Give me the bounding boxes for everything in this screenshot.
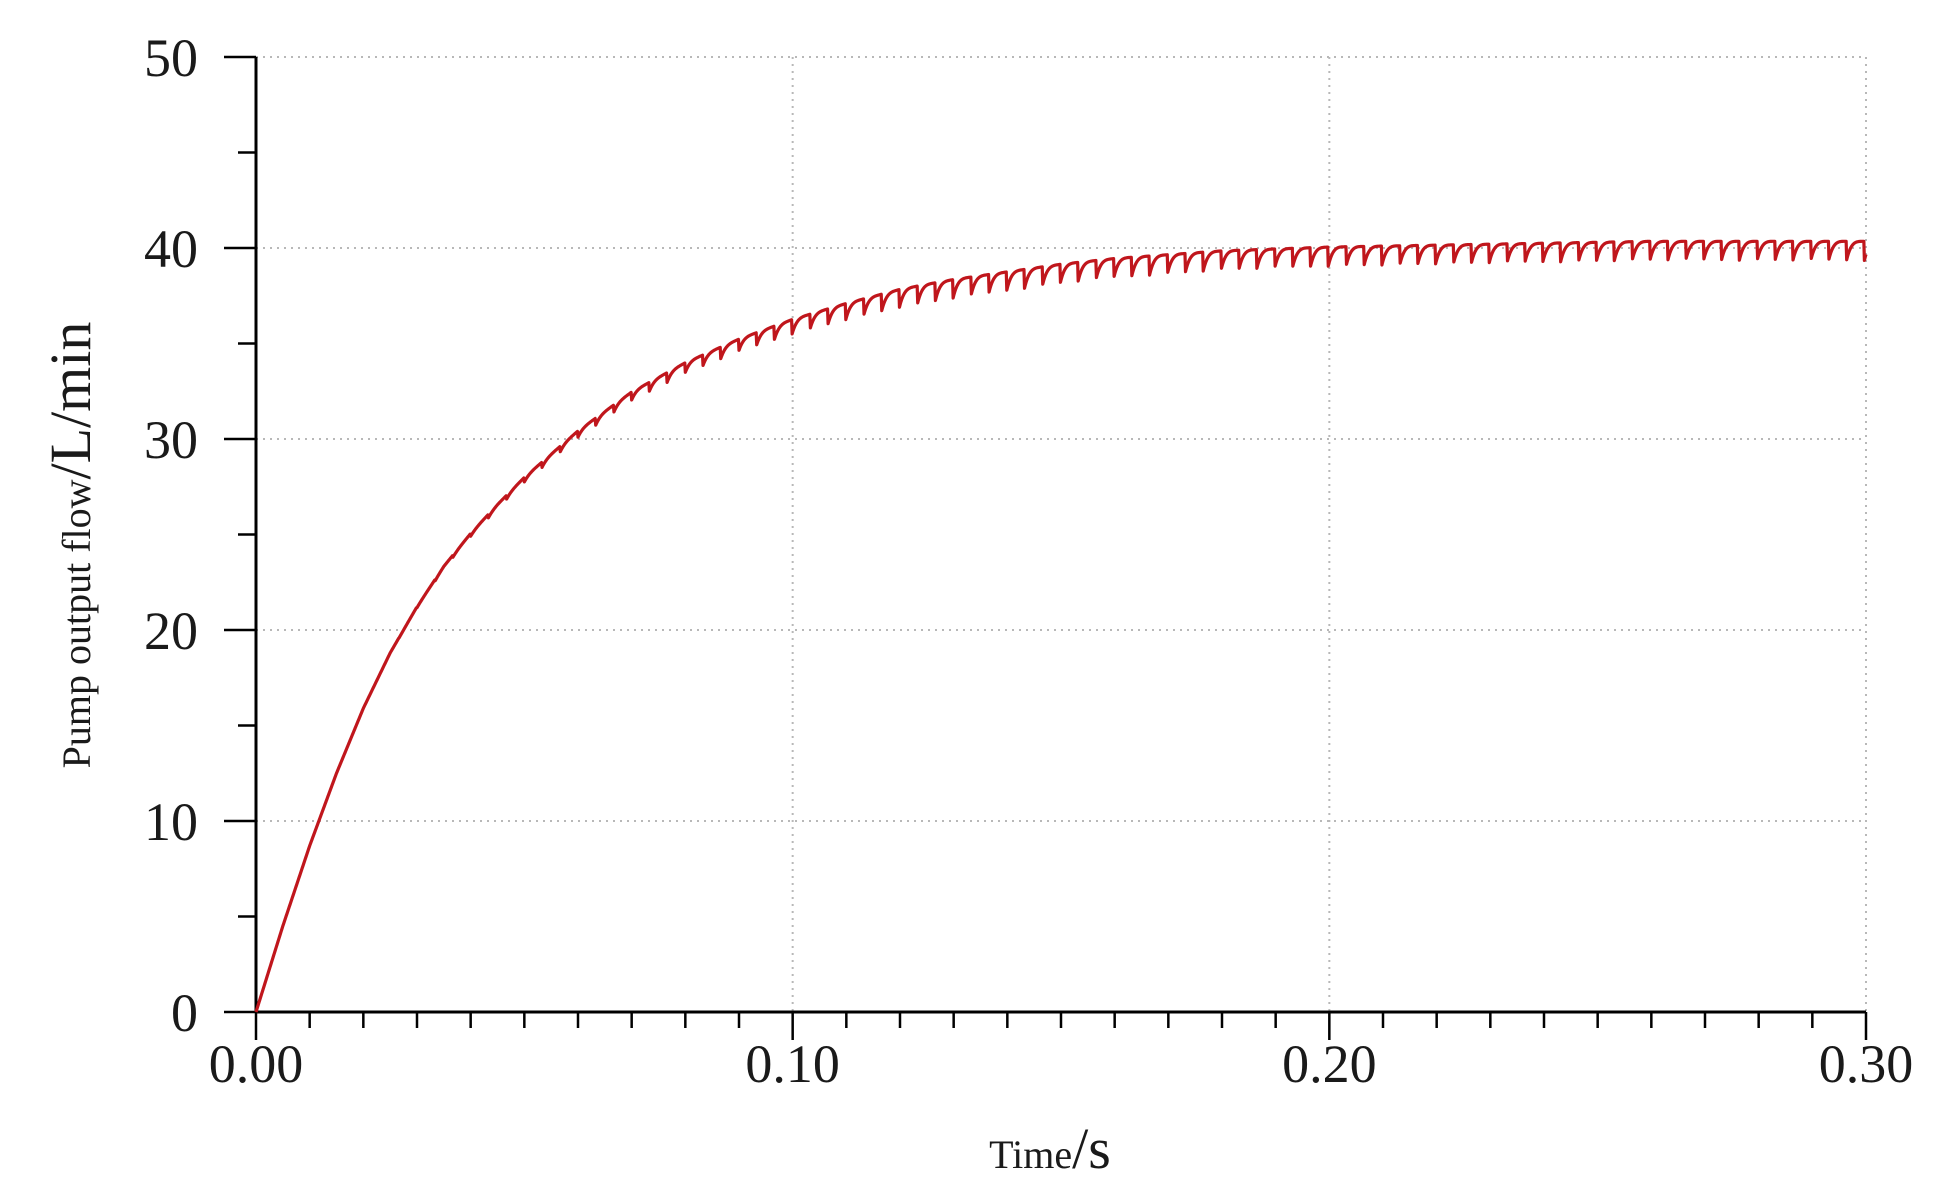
x-tick-labels: 0.00 0.10 0.20 0.30 xyxy=(209,1034,1914,1094)
series-line xyxy=(254,239,1868,1013)
y-tick-label: 20 xyxy=(144,601,198,661)
y-axis-title: Pump output flow/L/min xyxy=(38,322,103,769)
y-tick-label: 40 xyxy=(144,219,198,279)
x-tick-label: 0.10 xyxy=(745,1034,840,1094)
y-tick-label: 30 xyxy=(144,410,198,470)
tick-marks xyxy=(224,55,1868,1040)
y-tick-label: 10 xyxy=(144,792,198,852)
grid-lines xyxy=(256,56,1867,1012)
x-axis-title: Time/s xyxy=(989,1116,1111,1181)
y-axis-title-unit: /L/min xyxy=(38,322,103,480)
y-tick-label: 50 xyxy=(144,28,198,88)
x-tick-label: 0.00 xyxy=(209,1034,304,1094)
x-tick-label: 0.20 xyxy=(1282,1034,1377,1094)
y-tick-labels: 0 10 20 30 40 50 xyxy=(144,28,198,1043)
axes xyxy=(254,57,1866,1014)
x-axis-title-unit: /s xyxy=(1072,1116,1111,1181)
y-axis-title-main: Pump output flow xyxy=(54,479,99,768)
x-axis-title-main: Time xyxy=(989,1132,1072,1177)
y-tick-label: 0 xyxy=(171,983,198,1043)
x-tick-label: 0.30 xyxy=(1819,1034,1914,1094)
